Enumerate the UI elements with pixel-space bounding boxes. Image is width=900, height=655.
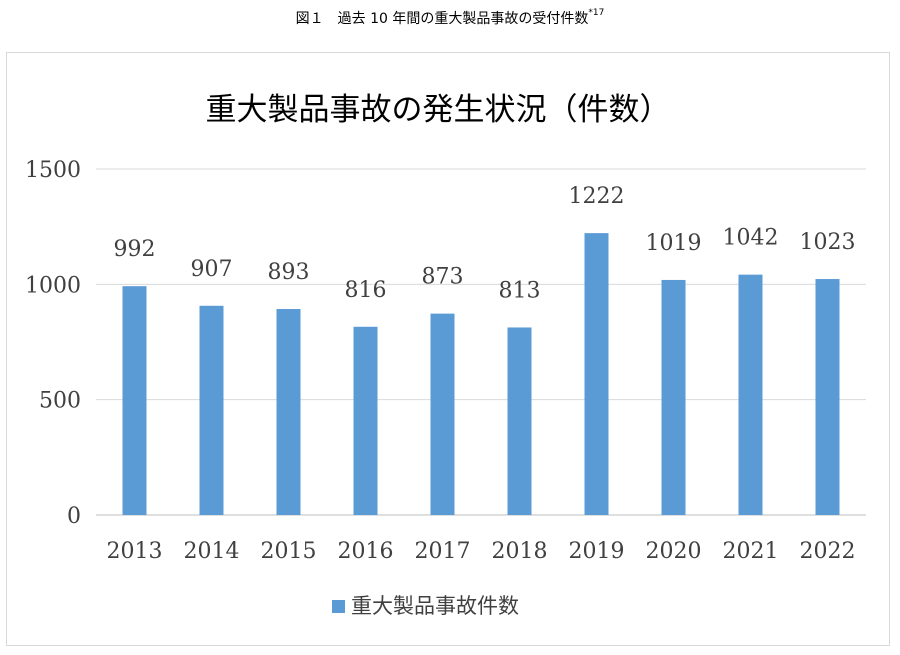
bar — [122, 286, 147, 515]
bar — [584, 233, 609, 515]
legend: 重大製品事故件数 — [332, 594, 519, 618]
x-tick-label: 2018 — [492, 539, 548, 564]
data-label: 992 — [114, 237, 156, 262]
y-tick-label: 0 — [67, 504, 81, 529]
x-tick-label: 2015 — [261, 539, 317, 564]
data-label: 813 — [499, 278, 541, 303]
data-label: 816 — [345, 278, 387, 303]
bar — [199, 305, 224, 515]
data-label: 1019 — [646, 231, 702, 256]
bar — [430, 313, 455, 515]
figure-caption-text: 図１ 過去 10 年間の重大製品事故の受付件数 — [295, 11, 589, 27]
data-label: 907 — [191, 257, 233, 282]
y-axis: 0 500 1000 1500 — [25, 158, 81, 529]
x-tick-label: 2016 — [338, 539, 394, 564]
legend-swatch — [332, 600, 345, 613]
bar — [353, 326, 378, 515]
legend-label: 重大製品事故件数 — [351, 594, 519, 618]
bar — [661, 279, 686, 515]
figure-caption: 図１ 過去 10 年間の重大製品事故の受付件数*17 — [0, 8, 900, 28]
data-labels: 992 907 893 816 873 813 1222 1019 1042 1023 — [114, 184, 856, 303]
x-tick-label: 2014 — [184, 539, 240, 564]
x-tick-label: 2022 — [800, 539, 856, 564]
gridlines — [96, 168, 866, 516]
data-label: 1023 — [800, 230, 856, 255]
data-label: 873 — [422, 265, 464, 290]
data-label: 893 — [268, 260, 310, 285]
x-tick-label: 2013 — [107, 539, 163, 564]
y-tick-label: 1000 — [25, 273, 81, 298]
x-tick-label: 2020 — [646, 539, 702, 564]
x-tick-label: 2019 — [569, 539, 625, 564]
bar — [815, 279, 840, 515]
bar — [276, 309, 301, 515]
x-axis: 2013 2014 2015 2016 2017 2018 2019 2020 2021 2022 — [107, 539, 856, 564]
data-label: 1042 — [723, 226, 779, 251]
chart-title: 重大製品事故の発生状況（件数） — [206, 92, 671, 128]
data-label: 1222 — [569, 184, 625, 209]
bar — [507, 327, 532, 515]
x-tick-label: 2017 — [415, 539, 471, 564]
x-tick-label: 2021 — [723, 539, 779, 564]
y-tick-label: 500 — [39, 389, 81, 414]
footnote-mark: *17 — [588, 8, 605, 19]
y-tick-label: 1500 — [25, 158, 81, 183]
bars — [122, 233, 840, 515]
bar — [738, 274, 763, 515]
